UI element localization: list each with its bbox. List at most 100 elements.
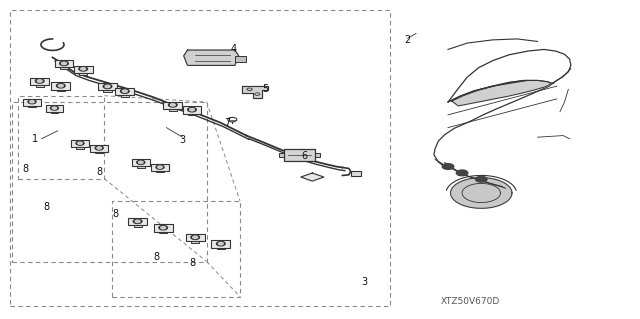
Bar <box>60 68 68 69</box>
FancyBboxPatch shape <box>23 99 41 106</box>
Circle shape <box>189 108 195 111</box>
Circle shape <box>52 107 57 109</box>
Circle shape <box>188 108 196 112</box>
Bar <box>315 153 320 157</box>
Text: 3: 3 <box>179 135 186 145</box>
Circle shape <box>135 220 140 223</box>
Circle shape <box>157 166 163 168</box>
Circle shape <box>51 106 58 110</box>
Bar <box>51 112 58 114</box>
Circle shape <box>191 235 200 240</box>
Circle shape <box>79 67 88 71</box>
Bar <box>10 10 390 306</box>
FancyBboxPatch shape <box>128 218 147 226</box>
Text: 6: 6 <box>301 151 307 161</box>
Bar <box>57 90 65 92</box>
Bar <box>137 166 145 168</box>
Bar <box>95 152 103 153</box>
FancyBboxPatch shape <box>90 145 108 152</box>
Circle shape <box>442 164 454 169</box>
Polygon shape <box>242 86 268 98</box>
Text: 8: 8 <box>96 167 102 177</box>
Circle shape <box>81 68 86 70</box>
FancyBboxPatch shape <box>71 140 89 147</box>
Circle shape <box>35 79 44 83</box>
Circle shape <box>476 176 487 182</box>
Text: 4: 4 <box>230 44 237 55</box>
Bar <box>156 171 164 173</box>
Text: 8: 8 <box>112 209 118 219</box>
Circle shape <box>168 103 177 107</box>
Bar <box>134 226 141 227</box>
FancyBboxPatch shape <box>182 106 202 114</box>
Circle shape <box>133 219 142 224</box>
Circle shape <box>60 61 68 66</box>
Circle shape <box>218 242 223 245</box>
Text: 7: 7 <box>224 118 230 128</box>
FancyBboxPatch shape <box>163 101 182 109</box>
FancyBboxPatch shape <box>45 105 63 112</box>
Text: XTZ50V670D: XTZ50V670D <box>441 297 500 306</box>
FancyBboxPatch shape <box>132 159 150 166</box>
Circle shape <box>97 147 102 149</box>
Circle shape <box>29 100 35 103</box>
Bar <box>284 149 315 161</box>
Circle shape <box>170 104 175 106</box>
Text: 8: 8 <box>44 202 50 212</box>
Text: 8: 8 <box>189 258 195 268</box>
Text: 8: 8 <box>154 252 160 262</box>
Text: 8: 8 <box>22 164 29 174</box>
Circle shape <box>159 226 168 230</box>
Text: 2: 2 <box>404 35 411 45</box>
Bar <box>36 85 44 87</box>
Circle shape <box>138 161 143 163</box>
FancyBboxPatch shape <box>74 65 93 73</box>
Circle shape <box>61 62 67 65</box>
Bar <box>159 232 167 234</box>
Bar <box>18 96 104 179</box>
FancyBboxPatch shape <box>154 224 173 232</box>
Bar <box>188 114 196 115</box>
FancyBboxPatch shape <box>98 83 117 91</box>
Bar <box>12 102 207 262</box>
Circle shape <box>122 90 127 93</box>
Circle shape <box>456 170 468 176</box>
Circle shape <box>95 146 103 150</box>
FancyBboxPatch shape <box>30 78 49 85</box>
Polygon shape <box>184 50 239 65</box>
FancyBboxPatch shape <box>54 60 74 68</box>
Bar <box>76 147 84 149</box>
Text: 1: 1 <box>32 134 38 144</box>
Circle shape <box>37 80 42 82</box>
Circle shape <box>56 84 65 88</box>
Bar <box>279 153 284 157</box>
FancyBboxPatch shape <box>115 88 134 95</box>
Circle shape <box>76 141 84 145</box>
Circle shape <box>120 89 129 93</box>
Text: 3: 3 <box>362 277 368 287</box>
Polygon shape <box>301 173 324 181</box>
Bar <box>191 241 199 243</box>
Circle shape <box>193 236 198 239</box>
Bar <box>28 106 36 107</box>
FancyBboxPatch shape <box>51 82 70 90</box>
Bar <box>104 91 111 92</box>
Bar <box>351 171 361 176</box>
Circle shape <box>77 142 83 144</box>
Circle shape <box>137 160 145 164</box>
Circle shape <box>216 241 225 246</box>
FancyBboxPatch shape <box>186 234 205 241</box>
Polygon shape <box>452 80 552 106</box>
FancyBboxPatch shape <box>151 164 169 171</box>
FancyBboxPatch shape <box>211 240 230 248</box>
Bar <box>217 248 225 249</box>
Circle shape <box>161 226 166 229</box>
Circle shape <box>105 85 110 88</box>
Polygon shape <box>451 178 512 208</box>
Text: 5: 5 <box>262 84 269 94</box>
Circle shape <box>58 85 63 87</box>
Circle shape <box>103 84 112 89</box>
Bar <box>235 56 246 62</box>
Bar <box>112 201 240 297</box>
Circle shape <box>156 165 164 169</box>
